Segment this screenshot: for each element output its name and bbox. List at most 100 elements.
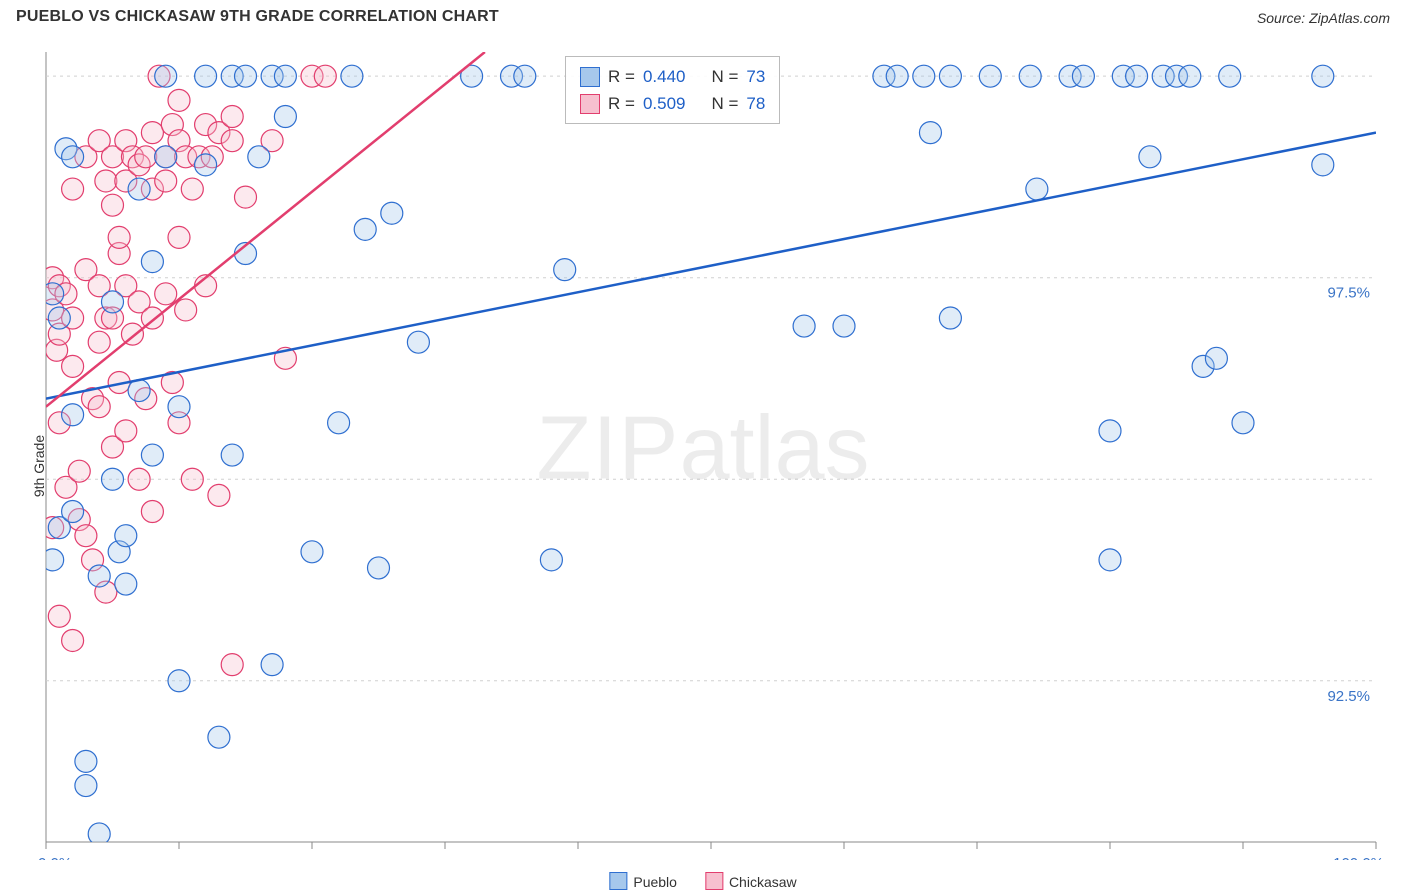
pueblo-point [540, 549, 562, 571]
chart-title: PUEBLO VS CHICKASAW 9TH GRADE CORRELATIO… [16, 8, 499, 25]
chickasaw-point [168, 226, 190, 248]
pueblo-point [195, 65, 217, 87]
pueblo-point [939, 65, 961, 87]
chickasaw-point [88, 396, 110, 418]
pueblo-point [141, 444, 163, 466]
stats-r-value: 0.509 [643, 90, 686, 117]
legend-label: Chickasaw [729, 874, 797, 890]
chickasaw-point [68, 460, 90, 482]
stats-n-label: N = [711, 63, 738, 90]
pueblo-point [301, 541, 323, 563]
stats-n-value: 73 [746, 63, 765, 90]
chickasaw-point [128, 468, 150, 490]
pueblo-point [886, 65, 908, 87]
pueblo-point [381, 202, 403, 224]
chickasaw-point [208, 484, 230, 506]
pueblo-point [48, 307, 70, 329]
pueblo-point [261, 654, 283, 676]
pueblo-point [155, 146, 177, 168]
pueblo-point [62, 146, 84, 168]
chickasaw-point [115, 420, 137, 442]
y-tick-label: 92.5% [1327, 688, 1370, 705]
pueblo-point [168, 396, 190, 418]
chickasaw-point [221, 654, 243, 676]
pueblo-point [155, 65, 177, 87]
pueblo-point [141, 251, 163, 273]
stats-swatch [580, 67, 600, 87]
pueblo-point [221, 444, 243, 466]
chickasaw-point [181, 468, 203, 490]
pueblo-point [128, 380, 150, 402]
pueblo-point [115, 573, 137, 595]
stats-n-value: 78 [746, 90, 765, 117]
pueblo-point [407, 331, 429, 353]
x-tick-label: 100.0% [1333, 855, 1384, 860]
legend-item: Pueblo [609, 872, 677, 890]
chickasaw-point [48, 605, 70, 627]
pueblo-point [1219, 65, 1241, 87]
chickasaw-point [135, 146, 157, 168]
stats-row: R = 0.440 N = 73 [580, 63, 765, 90]
stats-legend-box: R = 0.440 N = 73 R = 0.509 N = 78 [565, 56, 780, 124]
chickasaw-point [221, 105, 243, 127]
pueblo-point [274, 65, 296, 87]
stats-n-label: N = [711, 90, 738, 117]
x-tick-label: 0.0% [38, 855, 72, 860]
pueblo-point [42, 283, 64, 305]
pueblo-point [62, 500, 84, 522]
pueblo-point [168, 670, 190, 692]
pueblo-point [1099, 549, 1121, 571]
chickasaw-point [168, 89, 190, 111]
chickasaw-point [175, 299, 197, 321]
pueblo-point [75, 775, 97, 797]
legend-bottom: Pueblo Chickasaw [609, 872, 796, 890]
pueblo-point [939, 307, 961, 329]
pueblo-point [208, 726, 230, 748]
y-tick-label: 97.5% [1327, 285, 1370, 302]
pueblo-point [913, 65, 935, 87]
chart-area: 9th Grade 92.5%97.5%0.0%100.0% ZIPatlas … [0, 40, 1406, 892]
stats-r-label: R = [608, 90, 635, 117]
pueblo-point [88, 823, 110, 845]
pueblo-point [1312, 65, 1334, 87]
pueblo-point [62, 404, 84, 426]
pueblo-point [793, 315, 815, 337]
pueblo-point [1019, 65, 1041, 87]
chickasaw-point [75, 525, 97, 547]
chickasaw-point [155, 170, 177, 192]
pueblo-point [354, 218, 376, 240]
legend-swatch [705, 872, 723, 890]
chickasaw-point [141, 500, 163, 522]
pueblo-point [341, 65, 363, 87]
pueblo-point [1026, 178, 1048, 200]
pueblo-point [328, 412, 350, 434]
pueblo-point [274, 105, 296, 127]
pueblo-point [235, 65, 257, 87]
y-axis-label: 9th Grade [31, 435, 47, 497]
pueblo-trendline [46, 133, 1376, 399]
source-label: Source: ZipAtlas.com [1257, 10, 1390, 26]
pueblo-point [833, 315, 855, 337]
pueblo-point [102, 468, 124, 490]
pueblo-point [1072, 65, 1094, 87]
stats-swatch [580, 94, 600, 114]
pueblo-point [102, 291, 124, 313]
pueblo-point [919, 122, 941, 144]
pueblo-point [128, 178, 150, 200]
pueblo-point [195, 154, 217, 176]
chickasaw-point [102, 194, 124, 216]
pueblo-point [1205, 347, 1227, 369]
chickasaw-point [95, 170, 117, 192]
chickasaw-point [108, 226, 130, 248]
legend-item: Chickasaw [705, 872, 797, 890]
pueblo-point [1139, 146, 1161, 168]
pueblo-point [368, 557, 390, 579]
pueblo-point [1312, 154, 1334, 176]
chickasaw-point [88, 331, 110, 353]
pueblo-point [1232, 412, 1254, 434]
stats-row: R = 0.509 N = 78 [580, 90, 765, 117]
chickasaw-point [62, 629, 84, 651]
chickasaw-point [62, 355, 84, 377]
stats-r-value: 0.440 [643, 63, 686, 90]
stats-r-label: R = [608, 63, 635, 90]
